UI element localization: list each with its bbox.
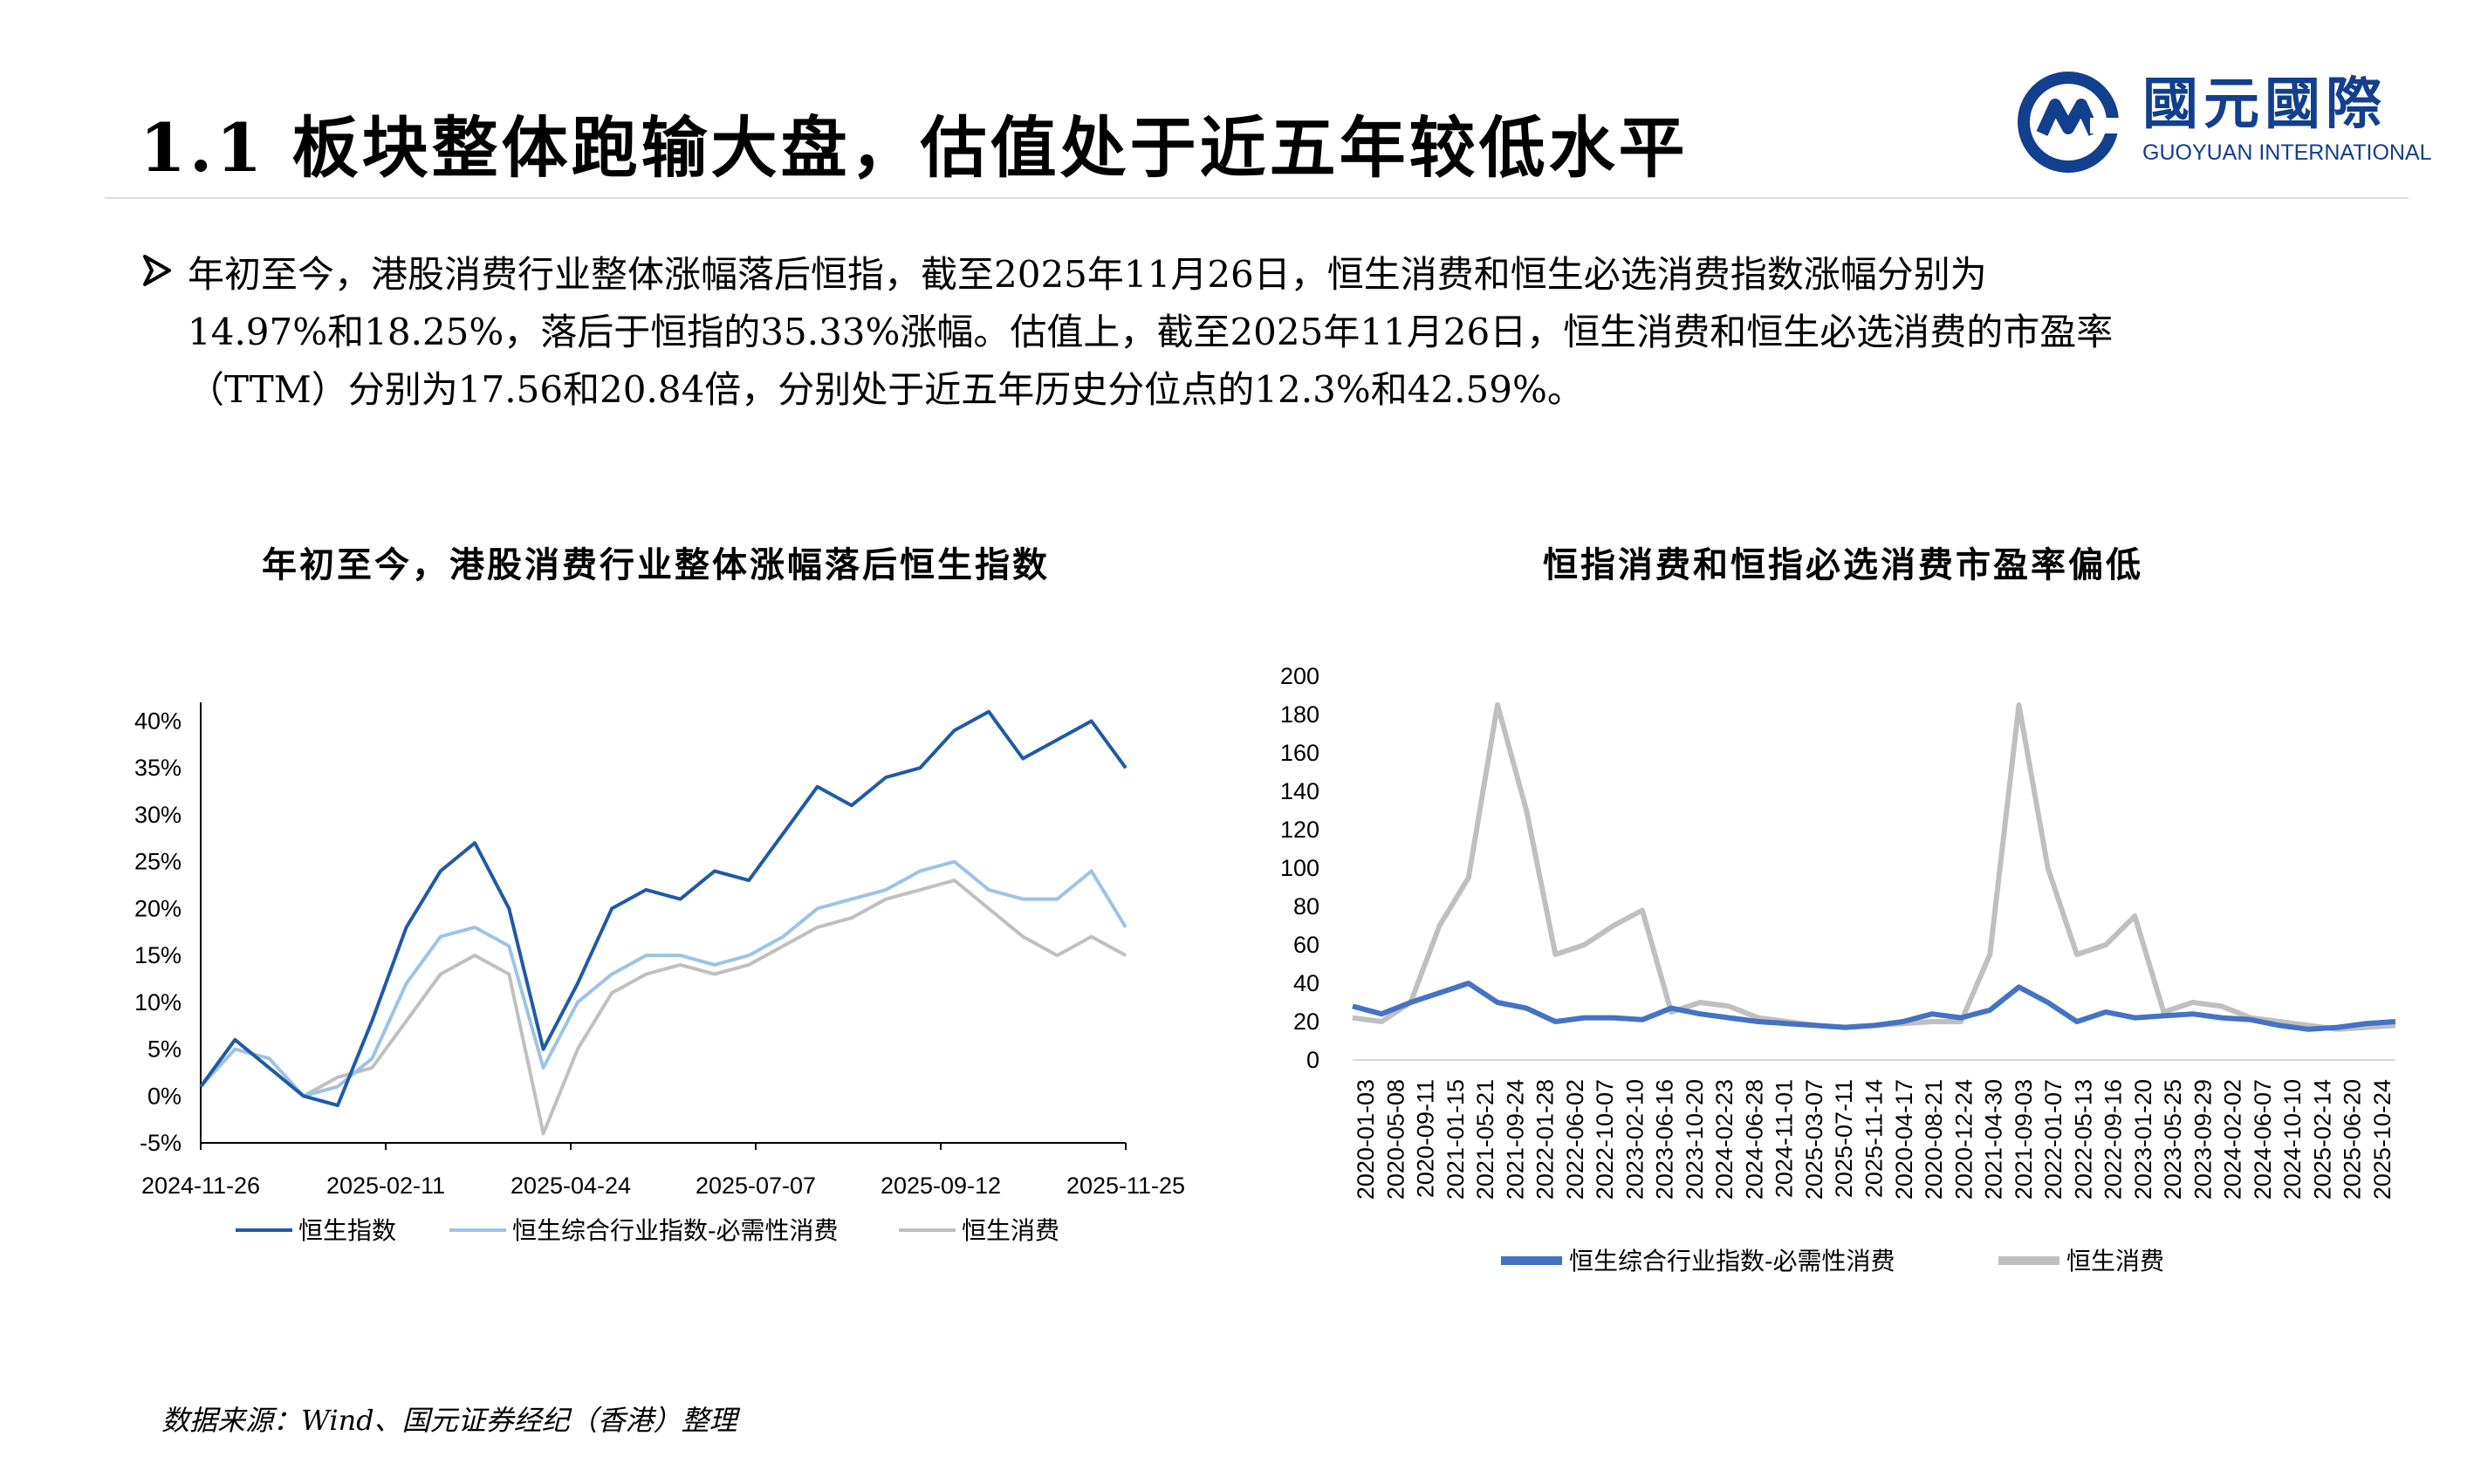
x-tick-label: 2020-01-03 bbox=[1353, 1079, 1379, 1200]
y-tick-label: 60 bbox=[1293, 932, 1319, 958]
x-tick-label: 2025-06-20 bbox=[2340, 1079, 2366, 1200]
x-tick-label: 2020-05-08 bbox=[1382, 1079, 1408, 1200]
series-line-恒生综合行业指数-必需性消费 bbox=[199, 859, 1127, 1098]
series-line-恒生消费 bbox=[199, 879, 1127, 1136]
y-tick-label: 40 bbox=[1293, 970, 1319, 996]
data-source-note: 数据来源：Wind、国元证券经纪（香港）整理 bbox=[161, 1404, 737, 1437]
x-tick-label: 2023-01-20 bbox=[2130, 1079, 2156, 1200]
y-tick-label: 5% bbox=[147, 1036, 182, 1063]
x-tick-label: 2022-01-28 bbox=[1532, 1079, 1559, 1200]
x-tick-label: 2022-10-07 bbox=[1592, 1079, 1618, 1200]
x-tick-label: 2021-01-15 bbox=[1443, 1079, 1469, 1200]
x-tick-label: 2020-09-11 bbox=[1413, 1079, 1439, 1198]
series-line-恒生消费 bbox=[1352, 702, 2396, 1032]
x-tick-label: 2024-02-02 bbox=[2220, 1079, 2246, 1200]
x-tick-label: 2023-05-25 bbox=[2160, 1079, 2186, 1200]
summary-line-1: 年初至今，港股消费行业整体涨幅落后恒指，截至2025年11月26日，恒生消费和恒… bbox=[188, 253, 1987, 296]
x-tick-label: 2023-09-29 bbox=[2190, 1079, 2216, 1200]
y-tick-label: 120 bbox=[1280, 817, 1319, 843]
x-tick-label: 2021-05-21 bbox=[1472, 1079, 1498, 1200]
legend-label: 恒生综合行业指数-必需性消费 bbox=[1569, 1247, 1895, 1275]
series-line-恒生综合行业指数-必需性消费 bbox=[1352, 981, 2396, 1032]
x-tick-label: 2024-02-23 bbox=[1711, 1079, 1737, 1200]
x-tick-label: 2025-02-14 bbox=[2309, 1079, 2335, 1200]
y-tick-label: 160 bbox=[1280, 740, 1319, 766]
y-tick-label: 0% bbox=[147, 1083, 182, 1109]
y-tick-label: 35% bbox=[134, 755, 182, 781]
x-tick-label: 2023-02-10 bbox=[1621, 1079, 1648, 1200]
x-tick-label: 2025-09-12 bbox=[881, 1173, 1001, 1199]
logo-english-text: GUOYUAN INTERNATIONAL bbox=[2142, 140, 2432, 165]
x-tick-label: 2020-12-24 bbox=[1950, 1079, 1977, 1200]
x-tick-label: 2024-10-10 bbox=[2279, 1079, 2306, 1200]
x-tick-label: 2024-11-26 bbox=[141, 1173, 260, 1199]
x-tick-label: 2024-11-01 bbox=[1772, 1079, 1798, 1198]
x-tick-label: 2020-04-17 bbox=[1891, 1079, 1917, 1200]
company-logo bbox=[2011, 65, 2404, 179]
y-tick-label: 40% bbox=[134, 708, 182, 734]
legend-label: 恒生综合行业指数-必需性消费 bbox=[512, 1216, 838, 1245]
logo-chinese-text: 國元國際 bbox=[2142, 72, 2387, 137]
x-tick-label: 2025-10-24 bbox=[2369, 1079, 2395, 1200]
y-tick-label: 200 bbox=[1280, 663, 1319, 689]
summary-line-3: （TTM）分别为17.56和20.84倍，分别处于近五年历史分位点的12.3%和… bbox=[188, 368, 1584, 411]
legend-label: 恒生消费 bbox=[2066, 1247, 2164, 1275]
x-tick-label: 2025-11-14 bbox=[1861, 1079, 1888, 1198]
y-tick-label: 20 bbox=[1293, 1009, 1319, 1035]
x-tick-label: 2025-11-25 bbox=[1066, 1173, 1185, 1199]
x-tick-label: 2023-10-20 bbox=[1682, 1079, 1708, 1200]
x-tick-label: 2024-06-28 bbox=[1741, 1079, 1767, 1200]
chart2-title: 恒指消费和恒指必选消费市盈率偏低 bbox=[1543, 544, 2143, 585]
x-tick-label: 2022-05-13 bbox=[2070, 1079, 2096, 1200]
chart1-title: 年初至今，港股消费行业整体涨幅落后恒生指数 bbox=[262, 544, 1050, 585]
y-tick-label: 25% bbox=[134, 849, 182, 875]
guoyuan-logo-icon bbox=[2018, 72, 2125, 173]
x-tick-label: 2022-01-07 bbox=[2040, 1079, 2066, 1200]
x-tick-label: 2023-06-16 bbox=[1652, 1079, 1678, 1200]
x-tick-label: 2025-03-07 bbox=[1801, 1079, 1827, 1200]
x-tick-label: 2021-09-03 bbox=[2011, 1079, 2037, 1200]
y-tick-label: 10% bbox=[134, 989, 182, 1016]
x-tick-label: 2022-09-16 bbox=[2101, 1079, 2127, 1200]
x-tick-label: 2022-06-02 bbox=[1562, 1079, 1588, 1200]
y-tick-label: 15% bbox=[134, 942, 182, 968]
y-tick-label: 140 bbox=[1280, 778, 1319, 804]
arrow-bullet-icon bbox=[143, 255, 171, 286]
page-title: 1.1 板块整体跑输大盘，估值处于近五年较低水平 bbox=[140, 109, 1689, 187]
summary-line-2: 14.97%和18.25%，落后于恒指的35.33%涨幅。估值上，截至2025年… bbox=[188, 311, 2114, 353]
index-performance-chart: -5% 0% 5% 10% 15% 20% 25% 30% 35% 40% 2024-11-26 20… bbox=[134, 702, 1185, 1245]
x-tick-label: 2020-08-21 bbox=[1921, 1079, 1947, 1200]
y-tick-label: 180 bbox=[1280, 701, 1319, 728]
x-tick-label: 2025-02-11 bbox=[326, 1173, 445, 1199]
y-tick-label: 30% bbox=[134, 802, 182, 828]
x-tick-label: 2021-04-30 bbox=[1981, 1079, 2007, 1200]
x-tick-label: 2024-06-07 bbox=[2250, 1079, 2276, 1200]
series-line-恒生指数 bbox=[199, 709, 1127, 1107]
legend-label: 恒生指数 bbox=[298, 1216, 396, 1245]
y-tick-label: -5% bbox=[140, 1130, 182, 1156]
y-tick-label: 80 bbox=[1293, 893, 1319, 920]
x-tick-label: 2025-04-24 bbox=[511, 1173, 631, 1199]
y-tick-label: 0 bbox=[1306, 1047, 1319, 1073]
y-tick-label: 100 bbox=[1280, 855, 1319, 881]
y-tick-label: 20% bbox=[134, 895, 182, 921]
legend-label: 恒生消费 bbox=[962, 1216, 1059, 1245]
x-tick-label: 2021-09-24 bbox=[1502, 1079, 1528, 1200]
x-tick-label: 2025-07-11 bbox=[1831, 1079, 1857, 1198]
title-divider bbox=[105, 197, 2409, 199]
x-tick-label: 2025-07-07 bbox=[696, 1173, 816, 1199]
